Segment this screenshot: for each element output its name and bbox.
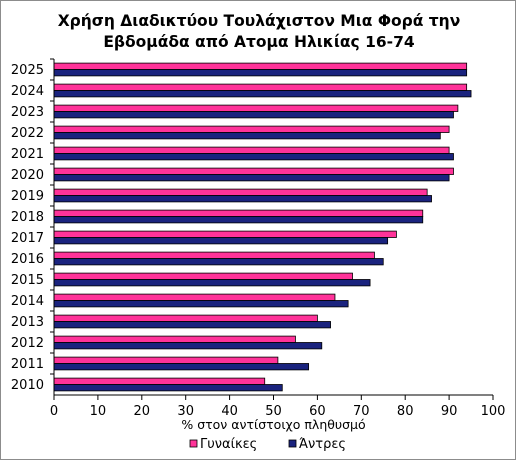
y-tick-label-2021: 2021: [11, 147, 44, 162]
bar-men-2025: [53, 69, 468, 77]
legend: Γυναίκες Άντρες: [189, 437, 346, 452]
y-tick-label-2010: 2010: [11, 378, 44, 393]
y-tick-label-2017: 2017: [11, 231, 44, 246]
bar-men-2023: [53, 111, 454, 119]
bar-women-2025: [53, 62, 468, 70]
bar-women-2022: [53, 125, 450, 133]
x-axis-tick-labels: 0 10 20 30 40 50 60 70 80 90 100: [50, 395, 506, 419]
x-tick-label-0: 0: [50, 404, 58, 419]
bar-women-2018: [53, 209, 424, 217]
bar-women-2020: [53, 167, 454, 175]
bar-women-2012: [53, 335, 296, 343]
bar-women-2016: [53, 251, 375, 259]
bar-men-2019: [53, 195, 432, 203]
bar-men-2020: [53, 174, 450, 182]
bar-men-2021: [53, 153, 454, 161]
bar-men-2016: [53, 258, 384, 266]
y-tick-label-2020: 2020: [11, 168, 44, 183]
bar-women-2011: [53, 356, 279, 364]
y-tick-label-2011: 2011: [11, 357, 44, 372]
x-tick-label-40: 40: [221, 404, 238, 419]
y-axis-tick-labels: 2025 2024 2023 2022 2021 2020 2019 2018 2017 2016…: [11, 58, 54, 393]
bar-men-2022: [53, 132, 441, 140]
chart-title-line-1: Χρήση Διαδικτύου Τουλάχιστον Μια Φορά τη…: [58, 12, 461, 30]
bar-men-2024: [53, 90, 472, 98]
y-tick-label-2012: 2012: [11, 336, 44, 351]
bar-women-2015: [53, 272, 353, 280]
x-tick-label-90: 90: [441, 404, 458, 419]
y-tick-label-2024: 2024: [11, 84, 44, 99]
y-tick-label-2016: 2016: [11, 252, 44, 267]
x-tick-label-50: 50: [265, 404, 282, 419]
y-tick-label-2013: 2013: [11, 315, 44, 330]
x-tick-label-10: 10: [90, 404, 107, 419]
bar-women-2023: [53, 104, 459, 112]
bar-men-2013: [53, 321, 331, 329]
bar-women-2019: [53, 188, 428, 196]
bar-men-2018: [53, 216, 424, 224]
y-tick-label-2022: 2022: [11, 126, 44, 141]
y-tick-label-2015: 2015: [11, 273, 44, 288]
bar-women-2010: [53, 377, 266, 385]
bar-women-2021: [53, 146, 450, 154]
chart-title-line-2: Εβδομάδα από Ατομα Ηλικίας 16-74: [103, 33, 415, 51]
y-tick-label-2025: 2025: [11, 63, 44, 78]
y-tick-label-2014: 2014: [11, 294, 44, 309]
legend-label-men: Άντρες: [299, 437, 346, 452]
legend-swatch-women: [189, 439, 198, 448]
bar-women-2017: [53, 230, 397, 238]
bar-women-2014: [53, 293, 336, 301]
x-tick-label-80: 80: [397, 404, 414, 419]
bars-group: [53, 62, 472, 392]
y-tick-label-2023: 2023: [11, 105, 44, 120]
legend-label-women: Γυναίκες: [200, 437, 257, 452]
bar-women-2024: [53, 83, 468, 91]
x-tick-label-60: 60: [309, 404, 326, 419]
bar-men-2010: [53, 384, 283, 392]
x-tick-label-30: 30: [177, 404, 194, 419]
x-tick-label-70: 70: [353, 404, 370, 419]
bar-men-2011: [53, 363, 310, 371]
bar-men-2015: [53, 279, 371, 287]
y-tick-label-2019: 2019: [11, 189, 44, 204]
bar-men-2017: [53, 237, 389, 245]
x-axis-label: % στον αντίστοιχο πληθυσμό: [181, 417, 365, 432]
x-tick-label-100: 100: [481, 404, 506, 419]
bar-men-2012: [53, 342, 323, 350]
y-tick-label-2018: 2018: [11, 210, 44, 225]
bar-men-2014: [53, 300, 349, 308]
bar-women-2013: [53, 314, 318, 322]
x-tick-label-20: 20: [134, 404, 151, 419]
legend-swatch-men: [288, 439, 297, 448]
